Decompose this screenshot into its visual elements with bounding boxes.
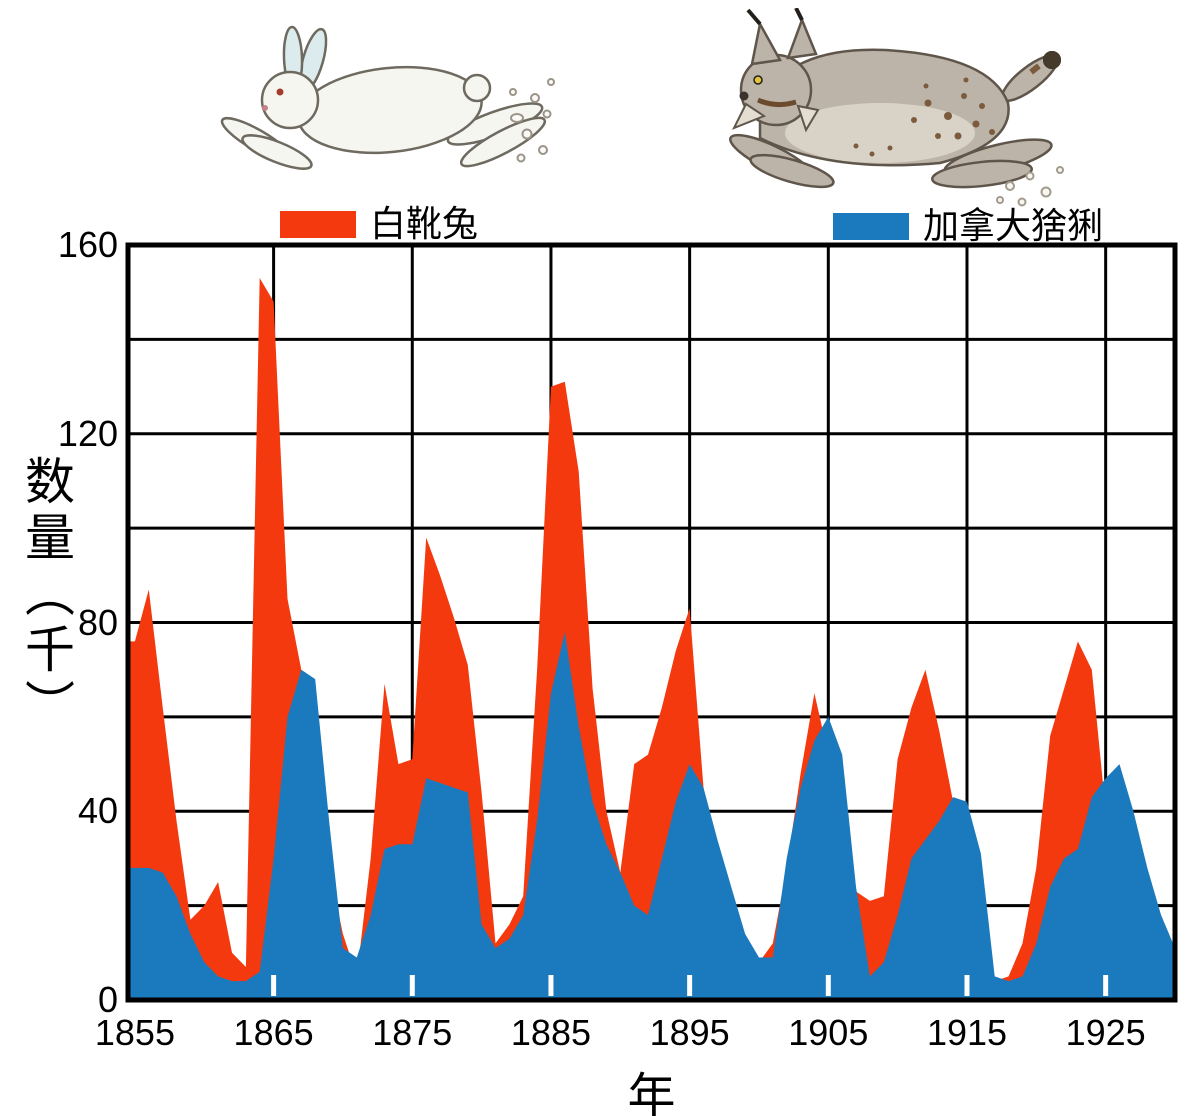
hare-icon	[220, 25, 555, 170]
x-tick-label: 1895	[649, 1012, 730, 1053]
x-axis-tick	[687, 975, 693, 996]
y-tick-label: 80	[77, 601, 118, 643]
x-axis-tick	[1103, 975, 1109, 996]
y-tick-label: 160	[57, 224, 118, 265]
legend-item-lynx: 加拿大猞猁	[833, 208, 1103, 244]
y-axis-title: 数量（千）	[18, 455, 74, 735]
hare-legend-swatch	[280, 210, 356, 238]
hare-area-series	[128, 278, 1175, 1000]
lynx-icon	[729, 8, 1064, 207]
legend-item-hare: 白靴兔	[280, 206, 478, 242]
x-tick-label: 1855	[94, 1012, 175, 1053]
y-tick-label: 40	[77, 790, 118, 832]
x-axis-title: 年	[627, 1070, 676, 1116]
x-tick-label: 1885	[510, 1012, 591, 1053]
y-tick-label: 120	[57, 412, 118, 454]
plot-frame	[125, 242, 1178, 1003]
x-tick-label: 1915	[926, 1012, 1008, 1053]
x-axis-tick	[964, 975, 970, 996]
x-tick-label: 1865	[233, 1012, 314, 1053]
x-tick-label: 1905	[788, 1012, 869, 1053]
lynx-legend-swatch	[833, 212, 909, 240]
x-tick-label: 1925	[1065, 1012, 1146, 1053]
x-tick-label: 1875	[372, 1012, 453, 1053]
y-tick-label: 0	[97, 979, 118, 1020]
x-axis-tick	[548, 975, 554, 996]
x-axis-tick	[409, 975, 415, 996]
lynx-area-series	[128, 631, 1175, 1000]
x-axis-tick	[271, 975, 277, 996]
x-axis-tick	[825, 975, 831, 996]
hare-legend-label: 白靴兔	[370, 203, 479, 244]
lynx-legend-label: 加拿大猞猁	[923, 205, 1104, 246]
